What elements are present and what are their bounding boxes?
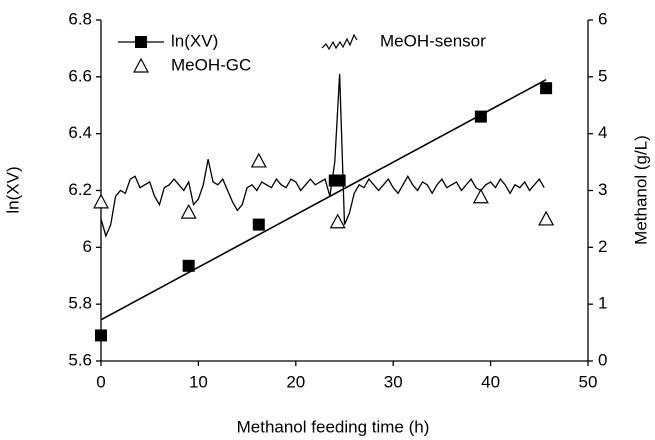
y2-axis-label: Methanol (g/L) <box>631 135 650 245</box>
x-tick-label: 0 <box>96 372 105 391</box>
y-tick-label: 6 <box>83 237 92 256</box>
y-axis-label: ln(XV) <box>3 166 22 213</box>
y2-tick-label: 6 <box>598 9 607 28</box>
y2-tick-label: 2 <box>598 237 607 256</box>
triangle-marker <box>538 210 555 226</box>
x-tick-label: 40 <box>481 372 500 391</box>
square-marker <box>135 36 147 48</box>
x-axis-label: Methanol feeding time (h) <box>237 417 430 436</box>
y-tick-label: 5.8 <box>68 294 92 313</box>
x-tick-label: 10 <box>189 372 208 391</box>
y2-tick-label: 4 <box>598 123 607 142</box>
y-tick-label: 6.6 <box>68 66 92 85</box>
triangle-marker <box>180 203 197 219</box>
x-tick-label: 50 <box>579 372 598 391</box>
x-tick-label: 30 <box>384 372 403 391</box>
triangle-marker <box>132 57 150 73</box>
y2-tick-label: 0 <box>598 350 607 369</box>
y2-tick-label: 1 <box>598 294 607 313</box>
square-marker <box>540 82 553 95</box>
y2-tick-label: 5 <box>598 66 607 85</box>
legend-label: MeOH-sensor <box>380 31 486 50</box>
triangle-marker <box>472 188 489 204</box>
data-line <box>100 73 545 238</box>
legend-label: MeOH-GC <box>171 55 251 74</box>
triangle-marker <box>250 152 267 168</box>
y-tick-label: 5.6 <box>68 350 92 369</box>
y2-tick-label: 3 <box>598 180 607 199</box>
square-marker <box>95 329 107 342</box>
y-tick-label: 6.2 <box>68 180 92 199</box>
square-marker <box>182 259 195 272</box>
y-tick-label: 6.4 <box>68 123 92 142</box>
y-tick-label: 6.8 <box>68 9 92 28</box>
triangle-marker <box>92 193 110 209</box>
legend-squiggle <box>321 33 358 51</box>
legend-label: ln(XV) <box>171 31 218 50</box>
data-line <box>100 78 547 321</box>
x-tick-label: 20 <box>286 372 305 391</box>
triangle-marker <box>329 213 346 229</box>
square-marker <box>252 218 265 231</box>
